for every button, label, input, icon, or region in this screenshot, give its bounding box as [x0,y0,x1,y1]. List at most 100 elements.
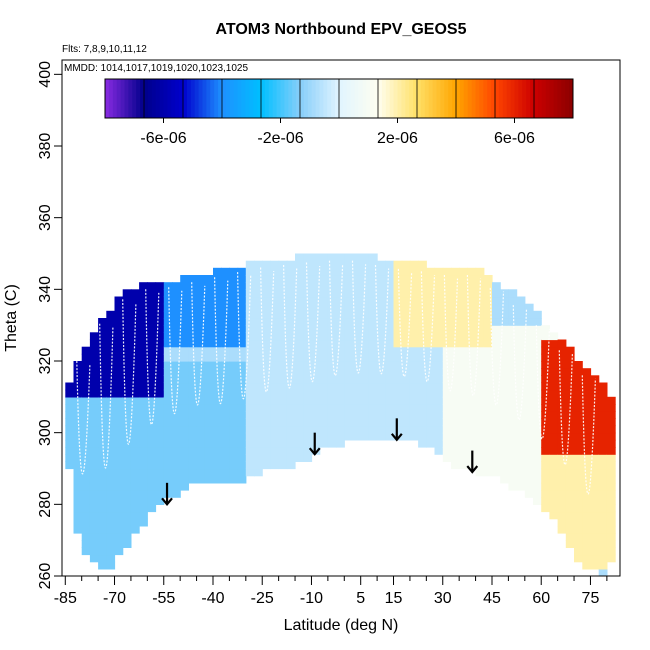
epv-cell [213,361,222,369]
epv-cell [81,346,91,355]
epv-cell [65,439,75,448]
epv-cell [393,353,403,362]
epv-cell [385,375,395,384]
epv-cell [360,389,370,398]
epv-cell [229,468,239,477]
epv-cell [368,425,378,434]
epv-cell [180,325,189,333]
epv-cell [303,296,313,305]
epv-cell [245,368,255,376]
epv-cell [98,518,107,527]
epv-cell [65,404,75,412]
epv-cell [295,310,304,319]
colorbar-segment [459,79,465,118]
epv-cell [483,396,493,405]
epv-cell [89,375,99,384]
colorbar-segment [198,79,203,118]
epv-cell [524,382,534,391]
epv-cell [557,361,567,369]
epv-cell [451,339,460,348]
epv-cell [73,475,83,484]
colorbar-segment [144,79,149,118]
colorbar-segment [264,79,270,118]
epv-cell [352,275,362,283]
epv-cell [229,325,239,333]
epv-cell [122,318,132,326]
epv-cell [418,418,427,427]
epv-cell [303,375,313,384]
epv-cell [114,303,124,312]
epv-cell [221,375,230,384]
epv-cell [221,404,230,412]
epv-cell [385,318,395,326]
epv-cell [492,318,501,326]
epv-cell [459,361,468,369]
epv-cell [451,375,460,384]
epv-cell [533,454,542,462]
epv-cell [180,389,189,398]
epv-cell [524,447,534,455]
epv-cell [336,389,345,398]
epv-cell [590,425,600,434]
epv-cell [590,511,600,520]
epv-cell [122,418,132,427]
epv-cell [196,461,206,470]
epv-cell [155,310,165,319]
flight-track [283,264,298,389]
x-tick-label: -10 [300,590,323,607]
epv-cell [89,439,99,448]
epv-cell [409,332,419,341]
epv-cell [401,310,411,319]
epv-cell [130,482,140,491]
epv-cell [254,267,263,276]
epv-cell [254,339,263,348]
epv-cell [385,303,395,312]
epv-cell [229,346,239,355]
colorbar-segment [467,79,473,118]
epv-cell [582,533,592,541]
epv-cell [606,432,616,441]
epv-cell [114,490,124,498]
epv-cell [106,490,116,498]
epv-cell [492,332,501,341]
epv-cell [89,554,99,563]
epv-cell [106,310,116,319]
epv-cell [590,375,600,384]
epv-cell [81,425,91,434]
epv-cell [385,418,395,427]
epv-cell [393,375,403,384]
epv-cell [459,404,468,412]
epv-cell [352,296,362,305]
epv-cell [549,375,559,384]
epv-cell [492,418,501,427]
epv-cell [139,282,148,290]
epv-cell [98,339,107,348]
epv-cell [377,332,386,341]
epv-cell [180,439,189,448]
epv-cell [475,461,485,470]
epv-cell [106,425,116,434]
epv-cell [155,296,165,305]
epv-cell [295,282,304,290]
epv-cell [336,353,345,362]
epv-cell [344,325,354,333]
epv-cell [516,425,526,434]
epv-cell [147,475,157,484]
epv-cell [245,432,255,441]
epv-cell [213,332,222,341]
epv-cell [344,289,354,298]
epv-cell [73,454,83,462]
epv-cell [245,468,255,477]
epv-cell [270,289,280,298]
epv-cell [139,404,148,412]
epv-cell [368,396,378,405]
epv-cell [598,468,608,477]
epv-cell [541,353,550,362]
epv-cell [557,482,567,491]
epv-cell [500,303,509,312]
epv-cell [426,404,436,412]
epv-cell [229,461,239,470]
epv-cell [492,432,501,441]
epv-cell [139,518,148,527]
epv-cell [352,418,362,427]
